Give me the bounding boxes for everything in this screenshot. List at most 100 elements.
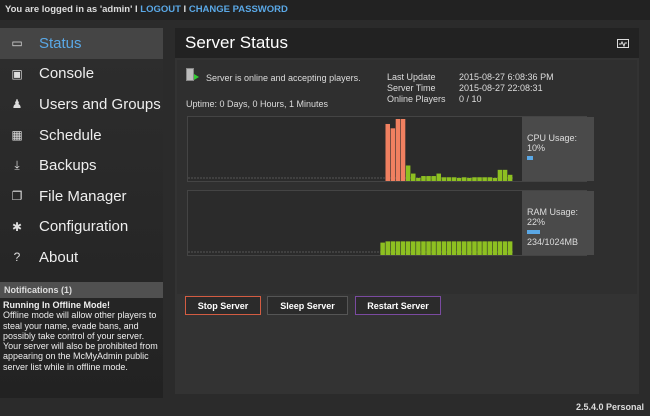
info-label: Online Players [387,94,446,104]
sidebar: ▭ Status ▣ Console ♟ Users and Groups ▦ Schedul… [0,28,163,398]
uptime: Uptime: 0 Days, 0 Hours, 1 Minutes [186,99,329,109]
cpu-meter [527,156,533,160]
login-bar: You are logged in as 'admin' I LOGOUT I … [0,0,650,20]
help-icon: ? [13,250,21,265]
server-status-panel: Server Status Server is online and accep… [175,28,639,394]
sidebar-item-console[interactable]: ▣ Console [0,59,163,90]
ram-bar [507,241,513,255]
cpu-bar [390,128,396,181]
cpu-bar [395,119,401,181]
cpu-bar [482,177,487,181]
cpu-bar [472,177,477,181]
cpu-value: 10% [527,143,546,153]
ram-bar [421,241,426,255]
schedule-icon: ▦ [11,128,23,143]
ram-bar [436,241,441,255]
cpu-bar [502,169,508,181]
cpu-bar [385,123,390,181]
notification: Running In Offline Mode! Offline mode wil… [3,300,163,372]
cpu-bar [416,177,421,181]
ram-bar [456,241,462,255]
ram-bar [502,241,508,255]
sidebar-item-users-and-groups[interactable]: ♟ Users and Groups [0,89,163,120]
cpu-bar [411,173,416,181]
sidebar-item-label: About [39,248,79,266]
gear-icon: ✱ [11,219,23,234]
users-icon: ♟ [11,97,23,112]
logout-link[interactable]: LOGOUT [140,4,181,15]
separator: I [180,4,189,15]
cpu-bar [405,165,411,181]
ram-value: 22% [527,217,546,227]
sidebar-item-label: Console [39,65,95,83]
sidebar-item-configuration[interactable]: ✱ Configuration [0,212,163,243]
sidebar-item-status[interactable]: ▭ Status [0,28,163,59]
ram-bar [487,241,492,255]
cpu-bar [507,174,513,181]
notification-title: Running In Offline Mode! [3,300,110,310]
info-value: 2015-08-27 22:08:31 [459,83,543,93]
notifications-header: Notifications (1) [0,282,163,298]
restart-server-button[interactable]: Restart Server [355,296,441,315]
ram-meter [527,230,541,234]
cpu-bar [400,119,406,181]
ram-bar [492,241,498,255]
sleep-server-button[interactable]: Sleep Server [267,296,348,315]
ram-label: RAM Usage: [527,207,579,217]
ram-detail: 234/1024MB [527,237,579,247]
info-label: Server Time [387,83,436,93]
sidebar-item-label: Backups [39,157,97,175]
cpu-bar [446,177,452,181]
stop-server-button[interactable]: Stop Server [185,296,261,315]
info-value: 2015-08-27 6:08:36 PM [459,72,554,82]
console-icon: ▣ [11,66,23,81]
cpu-bar [492,177,498,181]
cpu-bar [477,177,482,181]
ram-bar [446,241,452,255]
ram-bar [395,241,401,255]
notification-body: Offline mode will allow other players to… [3,310,158,372]
backups-icon: ⤓ [14,158,20,173]
ram-bar [390,241,396,255]
version: 2.5.4.0 Personal [575,402,644,412]
change-password-link[interactable]: CHANGE PASSWORD [188,4,288,15]
ram-bar [416,241,421,255]
cpu-bar [497,169,503,181]
cpu-bar [462,177,467,181]
ram-bar [441,241,447,255]
page-title: Server Status [185,33,288,52]
cpu-bar [487,177,492,181]
cpu-bar [421,176,426,181]
ram-bar [497,241,503,255]
server-status-text: Server is online and accepting players. [206,73,361,83]
ram-bar [426,241,431,255]
chart-icon[interactable] [617,38,629,48]
ram-bar [467,241,472,255]
cpu-bar [426,176,431,181]
ram-bar [462,241,467,255]
cpu-usage-box: CPU Usage: 10% [522,117,594,181]
file-manager-icon: ❐ [11,189,23,204]
cpu-bar [467,177,472,181]
ram-bar [400,241,406,255]
ram-chart: RAM Usage: 22% 234/1024MB [187,190,594,256]
sidebar-item-label: Schedule [39,126,102,144]
sidebar-item-label: Configuration [39,218,129,236]
ram-bar [431,241,436,255]
cpu-bar [436,173,441,181]
ram-usage-box: RAM Usage: 22% 234/1024MB [522,191,594,255]
ram-bar [477,241,482,255]
sidebar-item-about[interactable]: ? About [0,242,163,273]
info-label: Last Update [387,72,436,82]
sidebar-item-schedule[interactable]: ▦ Schedule [0,120,163,151]
cpu-bar [431,176,436,181]
ram-bar [451,241,457,255]
cpu-label: CPU Usage: [527,133,578,143]
sidebar-item-file-manager[interactable]: ❐ File Manager [0,181,163,212]
status-icon: ▭ [11,36,23,51]
sidebar-item-backups[interactable]: ⤓ Backups [0,150,163,181]
cpu-bar [451,177,457,181]
play-icon [194,74,199,80]
sidebar-item-label: Status [39,34,82,52]
login-text: You are logged in as 'admin' I [5,4,141,15]
